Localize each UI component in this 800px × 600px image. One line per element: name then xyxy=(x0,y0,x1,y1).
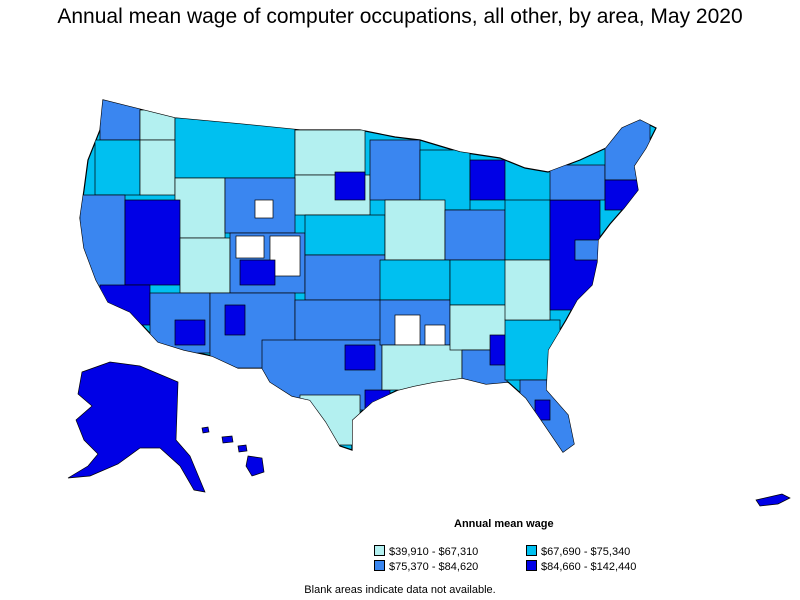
region xyxy=(179,237,231,294)
region xyxy=(504,319,561,381)
legend-swatch xyxy=(374,560,385,571)
region xyxy=(574,239,601,261)
region xyxy=(504,199,551,261)
region xyxy=(304,254,386,301)
legend-swatch xyxy=(374,545,385,556)
footnote: Blank areas indicate data not available. xyxy=(304,584,496,596)
legend-label: $84,660 - $142,440 xyxy=(541,561,637,573)
legend-title: Annual mean wage xyxy=(454,518,554,530)
region xyxy=(604,119,651,181)
legend-swatch xyxy=(526,560,537,571)
hawaii xyxy=(201,426,210,434)
region xyxy=(344,344,376,371)
region xyxy=(99,284,151,326)
region xyxy=(174,319,206,346)
region xyxy=(139,109,176,141)
legend-swatch xyxy=(526,545,537,556)
region xyxy=(469,159,506,201)
region xyxy=(294,299,386,341)
legend-item-1: $39,910 - $67,310 xyxy=(374,545,478,559)
hawaii xyxy=(245,455,265,477)
region xyxy=(384,199,446,261)
region xyxy=(224,304,246,336)
region xyxy=(504,259,551,321)
region xyxy=(235,235,265,259)
region xyxy=(294,129,366,176)
region xyxy=(304,214,386,256)
region xyxy=(444,209,506,261)
region xyxy=(394,314,421,346)
legend-item-2: $67,690 - $75,340 xyxy=(526,545,630,559)
region xyxy=(139,139,176,196)
map-regions xyxy=(67,99,791,507)
region xyxy=(99,100,141,141)
hawaii xyxy=(221,435,234,444)
region xyxy=(334,171,366,201)
legend-label: $39,910 - $67,310 xyxy=(389,546,479,558)
region xyxy=(369,139,421,201)
us-choropleth-map xyxy=(67,99,791,507)
region xyxy=(174,177,226,239)
region xyxy=(449,259,511,306)
map-title: Annual mean wage of computer occupations… xyxy=(57,5,743,28)
legend-item-3: $75,370 - $84,620 xyxy=(374,560,478,574)
region xyxy=(124,199,181,286)
region xyxy=(549,164,606,201)
legend-label: $75,370 - $84,620 xyxy=(389,561,479,573)
region xyxy=(381,344,463,391)
legend-label: $67,690 - $75,340 xyxy=(541,546,631,558)
legend-item-4: $84,660 - $142,440 xyxy=(526,560,636,574)
region xyxy=(174,117,296,179)
region xyxy=(534,399,551,421)
region xyxy=(94,139,141,196)
hawaii xyxy=(237,444,248,453)
region xyxy=(239,259,276,286)
puerto-rico xyxy=(755,493,791,507)
alaska xyxy=(67,361,206,493)
region xyxy=(299,394,361,446)
region xyxy=(379,259,451,301)
region xyxy=(254,199,274,219)
